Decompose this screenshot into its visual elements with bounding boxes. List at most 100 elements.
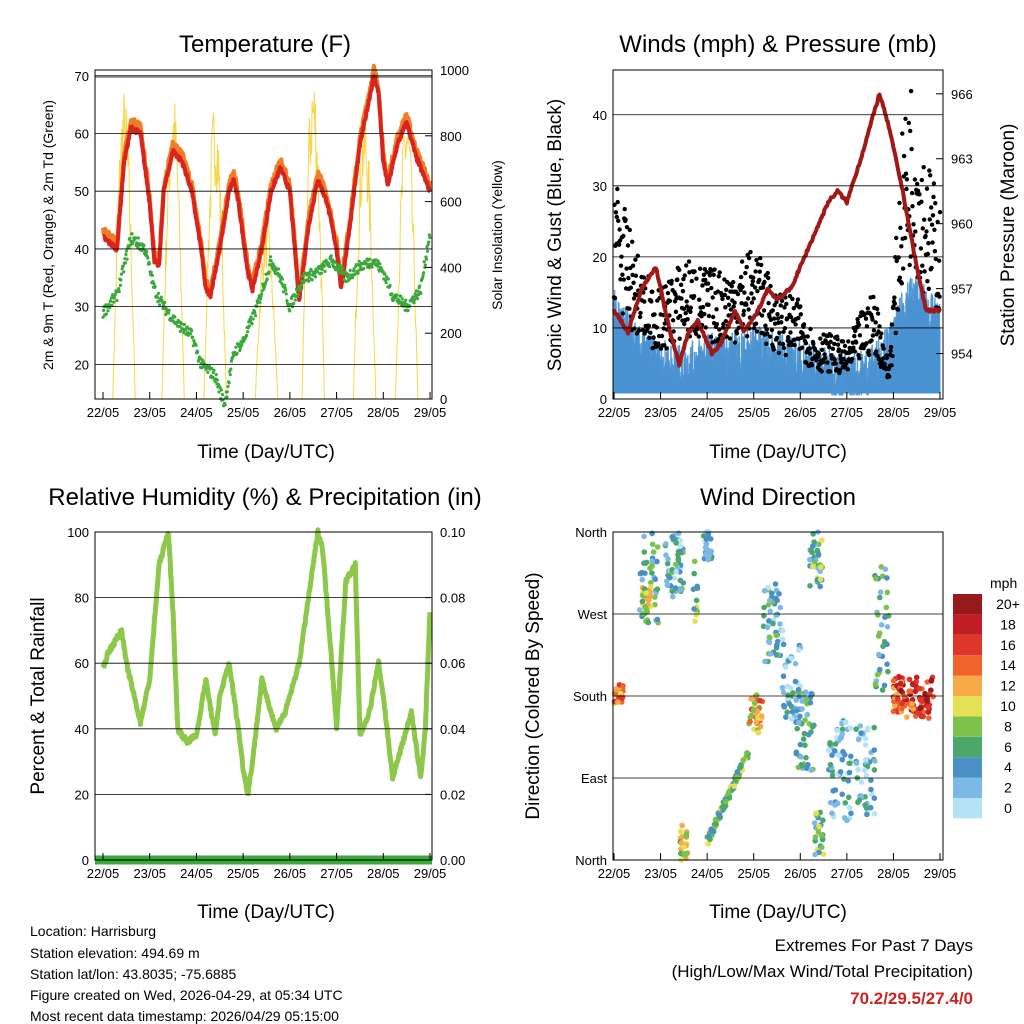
winds-xtick-label: 22/05 (598, 405, 631, 420)
wind-direction-point (820, 851, 827, 857)
wind-gust-point (794, 301, 800, 306)
dewpoint-point (314, 267, 318, 271)
wind-direction-point (832, 741, 839, 747)
dir-xlabel: Time (Day/UTC) (709, 902, 847, 923)
winds-xtick-label: 24/05 (691, 405, 724, 420)
wind-direction-point (839, 756, 846, 763)
wind-direction-point (813, 810, 820, 816)
wind-gust-point (881, 346, 886, 351)
dewpoint-point (376, 259, 380, 263)
dir-xtick-label: 26/05 (784, 866, 817, 881)
wind-direction-point (858, 793, 864, 799)
wind-gust-point (791, 306, 796, 311)
dewpoint-point (327, 265, 332, 269)
wind-gust-point (920, 263, 925, 268)
wind-gust-point (750, 279, 755, 284)
temp-ylabel-right: Solar Insolation (Yellow) (489, 160, 505, 310)
wind-direction-point (766, 639, 773, 646)
wind-gust-point (622, 206, 627, 212)
wind-gust-point (710, 295, 715, 300)
wind-gust-point (834, 366, 839, 372)
wind-gust-point (915, 188, 921, 194)
dewpoint-point (155, 295, 159, 299)
wind-direction-point (917, 705, 923, 712)
wind-gust-point (800, 331, 805, 336)
dewpoint-point (267, 270, 271, 274)
wind-gust-point (903, 116, 908, 122)
wind-direction-point (906, 688, 912, 695)
wind-direction-point (725, 789, 732, 795)
wind-gust-point (738, 274, 744, 280)
wind-gust-point (618, 277, 623, 282)
extremes-title: Extremes For Past 7 Days (775, 936, 973, 955)
rh-xtick-label: 28/05 (367, 866, 400, 881)
wind-direction-point (812, 851, 818, 858)
wind-direction-point (637, 570, 644, 577)
dewpoint-point (395, 293, 399, 297)
wind-direction-point (827, 761, 834, 768)
wind-gust-point (924, 229, 929, 234)
wind-direction-point (920, 709, 927, 715)
wind-direction-point (809, 549, 815, 556)
wind-gust-point (876, 356, 882, 362)
dewpoint-point (293, 298, 297, 302)
dewpoint-point (253, 311, 257, 315)
dewpoint-point (235, 351, 239, 355)
dewpoint-point (146, 256, 150, 260)
wind-gust-point (881, 356, 886, 361)
wind-direction-point (834, 727, 841, 734)
wind-gust-point (913, 229, 918, 234)
wind-gust-point (680, 289, 686, 294)
wind-gust-point (677, 267, 682, 273)
wind-gust-point (873, 320, 878, 325)
temp-ytick-right-label: 400 (440, 260, 462, 275)
dewpoint-point (198, 356, 202, 360)
wind-direction-point (925, 704, 931, 711)
wind-gust-point (729, 284, 734, 289)
wind-direction-point (734, 769, 741, 775)
dewpoint-point (289, 302, 293, 306)
wind-gust-point (717, 327, 722, 332)
wind-direction-point (817, 583, 823, 590)
wind-direction-point (677, 577, 684, 584)
dewpoint-point (104, 312, 108, 316)
wind-gust-point (912, 177, 918, 182)
wind-direction-point (799, 698, 805, 704)
wind-direction-point (820, 817, 826, 823)
dewpoint-point (422, 271, 426, 275)
solar-insolation-line-3 (254, 220, 279, 400)
winds-xtick-label: 29/05 (924, 405, 957, 420)
wind-direction-point (767, 597, 773, 604)
wind-direction-point (648, 579, 654, 586)
temp-xtick-label: 29/05 (414, 405, 447, 420)
dewpoint-point (215, 378, 219, 382)
dewpoint-point (357, 259, 361, 263)
dewpoint-point (122, 270, 126, 274)
dewpoint-point (258, 297, 263, 301)
wind-gust-point (652, 312, 657, 317)
wind-gust-point (877, 324, 882, 329)
wind-gust-point (923, 233, 928, 239)
dewpoint-point (207, 364, 212, 369)
wind-direction-point (703, 536, 710, 542)
winds-xtick-label: 28/05 (877, 405, 910, 420)
dewpoint-point (109, 299, 113, 303)
dewpoint-point (288, 309, 292, 313)
wind-gust-point (723, 305, 728, 310)
dewpoint-point (426, 249, 430, 253)
wind-gust-point (763, 323, 768, 328)
wind-gust-point (679, 296, 684, 301)
wind-direction-point (678, 840, 685, 846)
wind-direction-point (864, 727, 871, 733)
dewpoint-point (276, 267, 281, 271)
wind-gust-point (908, 128, 913, 134)
wind-gust-point (828, 339, 833, 344)
wind-gust-point (722, 292, 727, 298)
wind-gust-point (921, 165, 926, 170)
wind-direction-point (667, 574, 673, 581)
wind-direction-point (761, 613, 767, 619)
wind-direction-point (753, 692, 760, 698)
wind-direction-point (839, 791, 845, 798)
wind-gust-point (819, 369, 824, 374)
dewpoint-point (167, 308, 171, 312)
